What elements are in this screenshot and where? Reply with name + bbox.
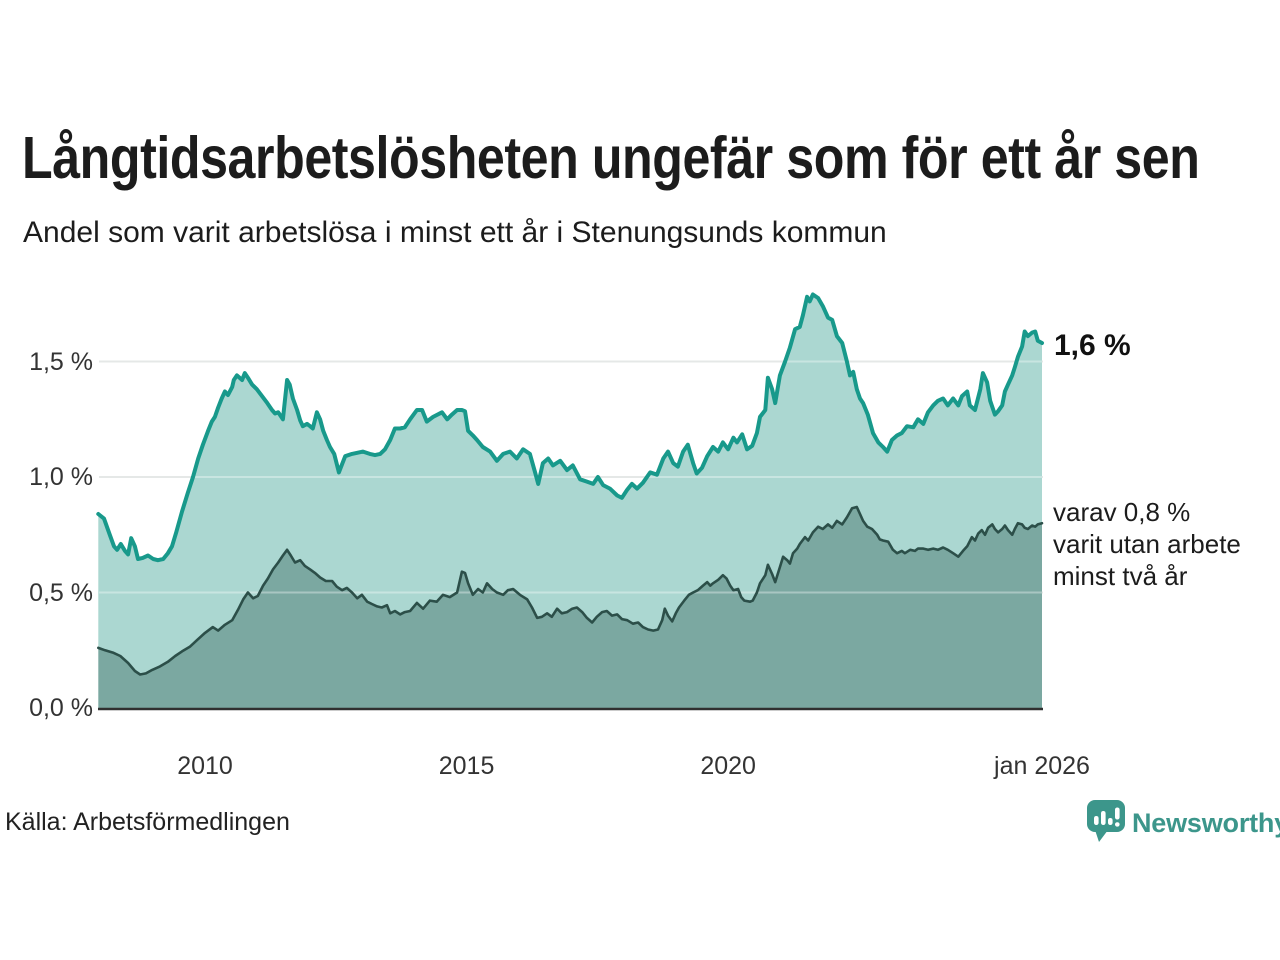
y-tick-label: 1,0 % [29,463,93,491]
chart-title: Långtidsarbetslösheten ungefär som för e… [22,125,1200,191]
line-unemployed-two-years [97,505,1044,676]
gridlines-overlay [99,360,1043,594]
x-tick-label: 2020 [700,752,756,780]
two-year-annotation: varav 0,8 % varit utan arbete minst två … [1053,496,1241,592]
line-unemployed-one-year [96,292,1044,563]
x-tick-label: 2015 [438,752,495,780]
chart-subtitle: Andel som varit arbetslösa i minst ett å… [23,216,887,249]
annotation-line: minst två år [1053,561,1188,591]
y-tick-label: 0,5 % [29,578,93,607]
annotation-line: varit utan arbete [1053,529,1241,559]
area-unemployed-two-years [98,507,1043,708]
newsworthy-wordmark: Newsworthy [1132,808,1280,838]
newsworthy-chart-bubble-icon [1086,799,1126,848]
newsworthy-branding: Newsworthy [1086,799,1280,848]
latest-value-label: 1,6 % [1054,329,1131,362]
x-tick-label: jan 2026 [994,752,1090,780]
area-unemployed-one-year [98,294,1043,675]
y-tick-label: 1,5 % [29,347,93,376]
x-tick-label: 2010 [177,752,233,780]
y-tick-label: 0,0 % [29,694,93,722]
source-caption: Källa: Arbetsförmedlingen [5,808,290,836]
annotation-line: varav 0,8 % [1053,497,1191,527]
